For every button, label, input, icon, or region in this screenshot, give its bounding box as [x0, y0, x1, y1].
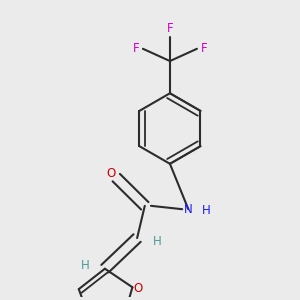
Text: O: O: [133, 282, 142, 295]
Text: H: H: [81, 259, 89, 272]
Text: F: F: [133, 42, 139, 55]
Text: N: N: [184, 203, 193, 216]
Text: H: H: [153, 235, 161, 248]
Text: F: F: [201, 42, 207, 55]
Text: F: F: [167, 22, 173, 35]
Text: O: O: [106, 167, 116, 180]
Text: H: H: [202, 204, 211, 217]
